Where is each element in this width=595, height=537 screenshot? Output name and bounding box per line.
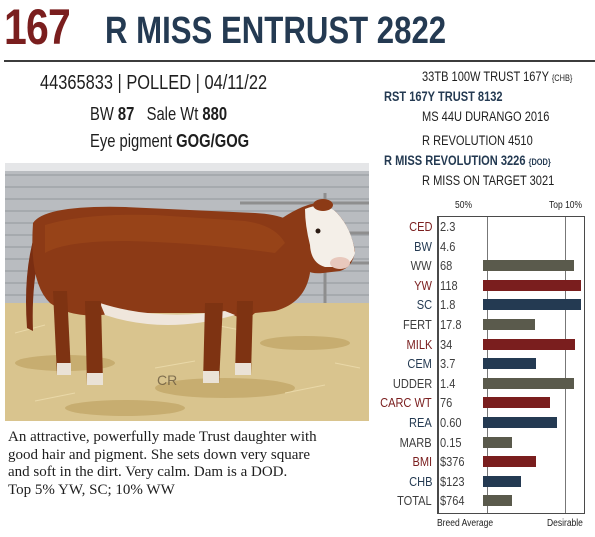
epd-trait-label: TOTAL bbox=[397, 493, 432, 509]
epd-trait-value: 68 bbox=[440, 258, 453, 274]
gridline-axis bbox=[438, 217, 439, 513]
epd-bar bbox=[483, 338, 575, 350]
animal-name: R MISS ENTRUST 2822 bbox=[105, 10, 447, 52]
epd-trait-label: SC bbox=[416, 297, 432, 313]
epd-chart: 50% Top 10% CED 2.3 BW 4.6 WW 68 YW 118 SC 1.8 FER… bbox=[380, 200, 593, 535]
epd-trait-value: 118 bbox=[440, 277, 458, 293]
pedigree-sire-dam: MS 44U DURANGO 2016 bbox=[422, 109, 550, 124]
epd-bar bbox=[483, 456, 536, 468]
epd-row-milk: MILK 34 bbox=[383, 335, 593, 355]
epd-trait-value: 0.15 bbox=[440, 434, 462, 450]
chart-label-desirable: Desirable bbox=[547, 518, 583, 529]
separator: | bbox=[117, 72, 122, 94]
chart-label-breed-average: Breed Average bbox=[437, 518, 494, 529]
epd-trait-value: $376 bbox=[440, 454, 465, 470]
sale-weight-label: Sale Wt bbox=[146, 104, 199, 124]
epd-trait-label: FERT bbox=[403, 317, 432, 332]
lot-number: 167 bbox=[4, 0, 71, 55]
epd-bar bbox=[483, 495, 512, 507]
epd-trait-label: CED bbox=[408, 219, 432, 234]
weights-line: BW 87 Sale Wt 880 bbox=[90, 104, 227, 125]
epd-row-fert: FERT 17.8 bbox=[383, 315, 593, 335]
epd-row-chb: CHB $123 bbox=[383, 472, 593, 492]
epd-trait-value: 34 bbox=[440, 336, 453, 352]
epd-row-cem: CEM 3.7 bbox=[383, 354, 593, 374]
description-line: good hair and pigment. She sets down ver… bbox=[8, 446, 311, 463]
epd-row-carc-wt: CARC WT 76 bbox=[380, 393, 593, 413]
description: An attractive, powerfully made Trust dau… bbox=[8, 429, 373, 499]
pedigree-dam-sire: R REVOLUTION 4510 bbox=[422, 133, 533, 148]
epd-bar bbox=[483, 436, 512, 448]
epd-bar bbox=[483, 319, 535, 330]
epd-trait-label: REA bbox=[409, 415, 432, 430]
description-line: Top 5% YW, SC; 10% WW bbox=[8, 481, 175, 498]
epd-bar bbox=[483, 475, 521, 487]
epd-bar bbox=[483, 260, 574, 272]
separator: | bbox=[195, 72, 200, 94]
pedigree-dam: R MISS REVOLUTION 3226 {DOD} bbox=[384, 153, 551, 168]
epd-trait-label: WW bbox=[411, 258, 432, 274]
epd-trait-value: 17.8 bbox=[440, 317, 462, 332]
heifer-illustration: CR bbox=[5, 163, 369, 421]
eye-pigment-label: Eye pigment bbox=[90, 131, 173, 151]
epd-row-ww: WW 68 bbox=[383, 256, 593, 276]
birth-date: 04/11/22 bbox=[204, 72, 268, 94]
epd-bar bbox=[483, 279, 581, 291]
epd-trait-value: 76 bbox=[440, 395, 453, 411]
pedigree-dam-dam: R MISS ON TARGET 3021 bbox=[422, 173, 555, 188]
epd-trait-label: CEM bbox=[407, 356, 432, 372]
epd-trait-value: 3.7 bbox=[440, 356, 456, 372]
epd-trait-label: CARC WT bbox=[380, 395, 432, 411]
epd-trait-label: MILK bbox=[406, 336, 432, 352]
photo-watermark: CR bbox=[157, 372, 177, 388]
epd-bar bbox=[483, 358, 536, 370]
epd-trait-value: 1.8 bbox=[440, 297, 456, 313]
epd-bar bbox=[483, 417, 557, 428]
epd-trait-value: 0.60 bbox=[440, 415, 462, 430]
bw-label: BW bbox=[90, 104, 114, 124]
eye-pigment-value: GOG/GOG bbox=[176, 131, 250, 151]
epd-row-yw: YW 118 bbox=[383, 276, 593, 296]
epd-row-ced: CED 2.3 bbox=[383, 217, 593, 237]
epd-row-total: TOTAL $764 bbox=[383, 491, 593, 511]
epd-trait-value: 4.6 bbox=[440, 238, 456, 254]
description-line: An attractive, powerfully made Trust dau… bbox=[8, 429, 317, 445]
epd-trait-value: 2.3 bbox=[440, 219, 456, 234]
epd-row-rea: REA 0.60 bbox=[383, 413, 593, 433]
epd-trait-label: BW bbox=[414, 238, 432, 254]
sale-weight-value: 880 bbox=[202, 104, 228, 124]
chart-label-50: 50% bbox=[455, 200, 473, 211]
epd-trait-label: BMI bbox=[412, 454, 432, 470]
header-divider bbox=[4, 60, 595, 62]
registration-number: 44365833 bbox=[40, 72, 113, 94]
epd-trait-label: UDDER bbox=[392, 375, 432, 391]
epd-trait-value: 1.4 bbox=[440, 375, 456, 391]
epd-row-udder: UDDER 1.4 bbox=[383, 374, 593, 394]
epd-bar bbox=[483, 377, 574, 389]
epd-row-sc: SC 1.8 bbox=[383, 295, 593, 315]
chart-label-top10: Top 10% bbox=[549, 200, 583, 211]
epd-bar bbox=[483, 397, 550, 409]
epd-row-bw: BW 4.6 bbox=[383, 237, 593, 257]
identity-line: 44365833 | POLLED | 04/11/22 bbox=[40, 72, 267, 95]
epd-bar bbox=[483, 299, 581, 311]
epd-trait-label: CHB bbox=[408, 473, 432, 489]
horned-status: POLLED bbox=[126, 72, 192, 94]
epd-row-bmi: BMI $376 bbox=[383, 452, 593, 472]
gridline-top10 bbox=[565, 217, 566, 513]
epd-trait-label: MARB bbox=[400, 434, 432, 450]
epd-row-marb: MARB 0.15 bbox=[383, 433, 593, 453]
description-line: and soft in the dirt. Very calm. Dam is … bbox=[8, 464, 288, 480]
pedigree-sire: RST 167Y TRUST 8132 bbox=[384, 89, 503, 104]
epd-trait-label: YW bbox=[414, 277, 432, 293]
pedigree-sire-sire: 33TB 100W TRUST 167Y {CHB} bbox=[422, 69, 573, 84]
cattle-photo: CR bbox=[5, 163, 369, 421]
epd-trait-value: $764 bbox=[440, 493, 465, 509]
epd-trait-value: $123 bbox=[440, 473, 465, 489]
bw-value: 87 bbox=[117, 104, 135, 124]
eye-pigment-line: Eye pigment GOG/GOG bbox=[90, 131, 249, 152]
